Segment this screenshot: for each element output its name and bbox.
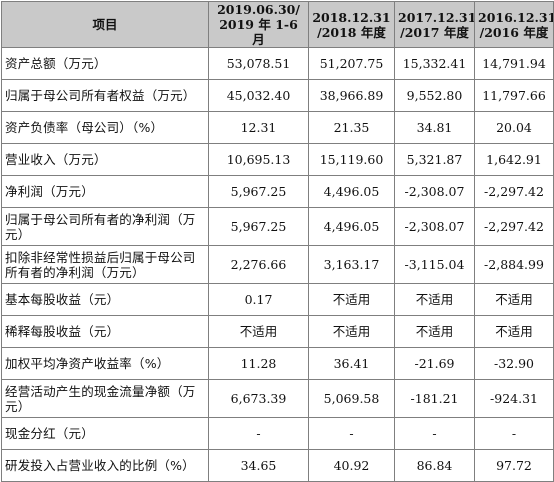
row-value: 20.04 (474, 111, 554, 144)
row-label: 加权平均净资产收益率（%） (1, 347, 209, 380)
header-period-4: 2016.12.31/2016 年度 (474, 1, 554, 48)
row-value: 0.17 (208, 283, 309, 316)
row-value: -2,308.07 (394, 207, 475, 246)
row-value: 4,496.05 (308, 175, 395, 208)
row-value: 21.35 (308, 111, 395, 144)
table-header: 项目 2019.06.30/2019 年 1-6 月 2018.12.31/2018… (1, 1, 554, 48)
row-value: 不适用 (394, 315, 475, 348)
row-label: 归属于母公司所有者的净利润（万元） (1, 207, 209, 246)
table-row: 资产总额（万元） 53,078.51 51,207.75 15,332.41 14,79… (1, 47, 554, 80)
header-item: 项目 (1, 1, 209, 48)
row-value: -2,297.42 (474, 175, 554, 208)
header-line: 2019.06.30/ (217, 2, 300, 18)
row-value: -2,884.99 (474, 245, 554, 284)
row-value: 9,552.80 (394, 79, 475, 112)
row-label: 营业收入（万元） (1, 143, 209, 176)
header-period-1: 2019.06.30/2019 年 1-6 月 (208, 1, 309, 48)
row-value: 4,496.05 (308, 207, 395, 246)
row-value: 不适用 (308, 283, 395, 316)
row-value: 40.92 (308, 449, 395, 482)
row-value: 5,967.25 (208, 207, 309, 246)
row-value: -3,115.04 (394, 245, 475, 284)
row-value: - (308, 417, 395, 450)
row-value: 97.72 (474, 449, 554, 482)
row-label: 净利润（万元） (1, 175, 209, 208)
row-label: 经营活动产生的现金流量净额（万元） (1, 379, 209, 418)
row-value: 12.31 (208, 111, 309, 144)
row-value: 不适用 (394, 283, 475, 316)
row-value: - (208, 417, 309, 450)
row-value: - (474, 417, 554, 450)
header-line: 2019 年 1-6 月 (219, 17, 298, 47)
row-value: -2,297.42 (474, 207, 554, 246)
table-body: 资产总额（万元） 53,078.51 51,207.75 15,332.41 14,79… (1, 47, 554, 482)
header-line: 2018.12.31 (312, 9, 391, 25)
row-value: 3,163.17 (308, 245, 395, 284)
row-label: 扣除非经常性损益后归属于母公司所有者的净利润（万元） (1, 245, 209, 284)
row-value: 不适用 (208, 315, 309, 348)
row-label: 基本每股收益（元） (1, 283, 209, 316)
row-value: 86.84 (394, 449, 475, 482)
row-label: 稀释每股收益（元） (1, 315, 209, 348)
row-value: -181.21 (394, 379, 475, 418)
row-value: 34.81 (394, 111, 475, 144)
row-value: 1,642.91 (474, 143, 554, 176)
header-line: /2018 年度 (317, 24, 386, 40)
table-row: 营业收入（万元） 10,695.13 15,119.60 5,321.87 1,642.… (1, 143, 554, 176)
header-line: /2017 年度 (400, 24, 469, 40)
row-value: 5,967.25 (208, 175, 309, 208)
row-value: 5,321.87 (394, 143, 475, 176)
row-value: 不适用 (474, 283, 554, 316)
row-value: 15,119.60 (308, 143, 395, 176)
table-row: 研发投入占营业收入的比例（%） 34.65 40.92 86.84 97.72 (1, 449, 554, 482)
table-row: 基本每股收益（元） 0.17 不适用 不适用 不适用 (1, 283, 554, 316)
table-row: 归属于母公司所有者权益（万元） 45,032.40 38,966.89 9,552.8… (1, 79, 554, 112)
header-line: 2016.12.31 (478, 9, 554, 25)
row-value: 51,207.75 (308, 47, 395, 80)
row-value: 6,673.39 (208, 379, 309, 418)
table-row: 加权平均净资产收益率（%） 11.28 36.41 -21.69 -32.90 (1, 347, 554, 380)
row-value: 5,069.58 (308, 379, 395, 418)
table-row: 稀释每股收益（元） 不适用 不适用 不适用 不适用 (1, 315, 554, 348)
row-value: 34.65 (208, 449, 309, 482)
table-row: 归属于母公司所有者的净利润（万元） 5,967.25 4,496.05 -2,308.… (1, 207, 554, 246)
row-label: 资产总额（万元） (1, 47, 209, 80)
table-row: 经营活动产生的现金流量净额（万元） 6,673.39 5,069.58 -181.21… (1, 379, 554, 418)
row-value: -32.90 (474, 347, 554, 380)
table-row: 扣除非经常性损益后归属于母公司所有者的净利润（万元） 2,276.66 3,163.… (1, 245, 554, 284)
table-row: 资产负债率（母公司）（%） 12.31 21.35 34.81 20.04 (1, 111, 554, 144)
row-value: 不适用 (308, 315, 395, 348)
row-value: 45,032.40 (208, 79, 309, 112)
row-label: 研发投入占营业收入的比例（%） (1, 449, 209, 482)
row-value: 11,797.66 (474, 79, 554, 112)
row-value: 2,276.66 (208, 245, 309, 284)
header-line: 项目 (92, 17, 118, 32)
row-label: 现金分红（元） (1, 417, 209, 450)
row-label: 归属于母公司所有者权益（万元） (1, 79, 209, 112)
row-value: -924.31 (474, 379, 554, 418)
row-value: - (394, 417, 475, 450)
row-value: 11.28 (208, 347, 309, 380)
row-value: -2,308.07 (394, 175, 475, 208)
header-period-2: 2018.12.31/2018 年度 (308, 1, 395, 48)
table-row: 净利润（万元） 5,967.25 4,496.05 -2,308.07 -2,297.4… (1, 175, 554, 208)
row-value: 53,078.51 (208, 47, 309, 80)
table-row: 现金分红（元） - - - - (1, 417, 554, 450)
header-line: 2017.12.31 (398, 9, 475, 25)
row-value: 38,966.89 (308, 79, 395, 112)
row-value: 10,695.13 (208, 143, 309, 176)
row-value: 15,332.41 (394, 47, 475, 80)
row-value: 不适用 (474, 315, 554, 348)
header-period-3: 2017.12.31/2017 年度 (394, 1, 475, 48)
row-value: 36.41 (308, 347, 395, 380)
row-label: 资产负债率（母公司）（%） (1, 111, 209, 144)
row-value: -21.69 (394, 347, 475, 380)
row-value: 14,791.94 (474, 47, 554, 80)
header-line: /2016 年度 (479, 24, 549, 40)
header-row: 项目 2019.06.30/2019 年 1-6 月 2018.12.31/2018… (1, 1, 554, 48)
